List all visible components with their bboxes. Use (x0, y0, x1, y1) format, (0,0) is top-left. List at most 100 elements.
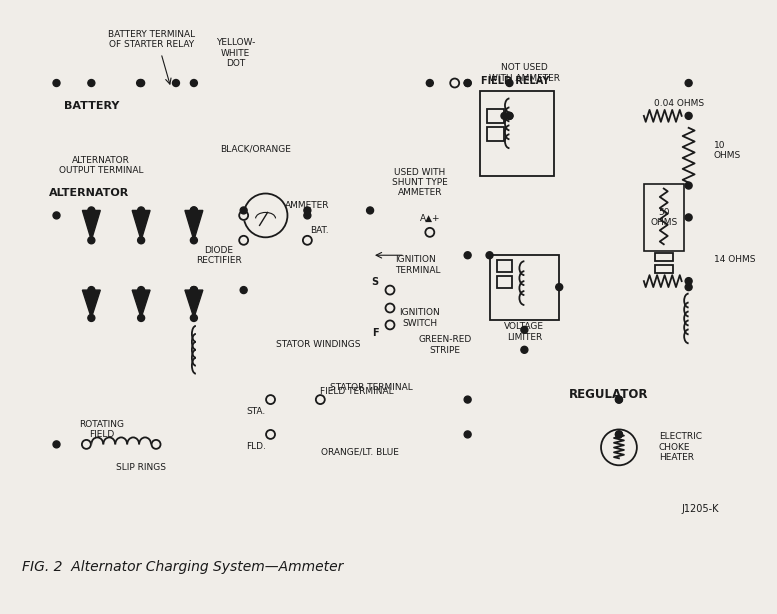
Text: ROTATING
FIELD: ROTATING FIELD (78, 420, 124, 439)
Text: REGULATOR: REGULATOR (570, 388, 649, 401)
Circle shape (53, 80, 60, 87)
Bar (497, 260, 513, 272)
Circle shape (239, 236, 248, 245)
Bar (490, 255, 559, 320)
Circle shape (244, 193, 287, 238)
Bar (655, 265, 673, 273)
Circle shape (240, 207, 247, 214)
Circle shape (88, 80, 95, 87)
Bar (37, 176, 320, 489)
Text: 0.04 OHMS: 0.04 OHMS (653, 99, 704, 109)
Circle shape (138, 237, 145, 244)
Circle shape (240, 287, 247, 293)
Text: VOLTAGE
LIMITER: VOLTAGE LIMITER (504, 322, 545, 341)
Circle shape (190, 287, 197, 293)
Text: BLACK/ORANGE: BLACK/ORANGE (220, 144, 291, 154)
Text: FLD.: FLD. (246, 442, 266, 451)
Circle shape (137, 80, 144, 87)
Circle shape (685, 112, 692, 119)
Polygon shape (132, 290, 150, 318)
Circle shape (685, 214, 692, 221)
Text: 50
OHMS: 50 OHMS (650, 208, 678, 227)
Text: BAT.: BAT. (310, 226, 329, 235)
Circle shape (303, 236, 312, 245)
Text: FIELD RELAY: FIELD RELAY (481, 76, 549, 86)
Circle shape (138, 207, 145, 214)
Circle shape (506, 112, 513, 119)
Circle shape (88, 287, 95, 293)
Circle shape (385, 303, 395, 313)
Circle shape (190, 207, 197, 214)
Bar (468, 56, 751, 489)
Text: F: F (371, 328, 378, 338)
Text: J1205-K: J1205-K (681, 504, 719, 514)
Text: STATOR TERMINAL: STATOR TERMINAL (330, 383, 413, 392)
Polygon shape (185, 211, 203, 240)
Text: SLIP RINGS: SLIP RINGS (116, 463, 166, 472)
Text: BATTERY TERMINAL
OF STARTER RELAY: BATTERY TERMINAL OF STARTER RELAY (107, 29, 195, 49)
Text: ORANGE/LT. BLUE: ORANGE/LT. BLUE (321, 448, 399, 457)
Text: BATTERY: BATTERY (64, 101, 119, 111)
Polygon shape (82, 290, 100, 318)
Circle shape (190, 237, 197, 244)
Polygon shape (132, 211, 150, 240)
Text: 14 OHMS: 14 OHMS (713, 255, 755, 264)
Text: AMMETER: AMMETER (285, 201, 329, 210)
Circle shape (239, 211, 248, 220)
Circle shape (266, 395, 275, 404)
Text: STA.: STA. (246, 407, 265, 416)
Circle shape (82, 440, 91, 449)
Circle shape (88, 314, 95, 322)
Circle shape (615, 431, 622, 438)
Circle shape (427, 80, 434, 87)
Bar (644, 184, 684, 251)
Circle shape (172, 80, 179, 87)
Text: ALTERNATOR: ALTERNATOR (49, 187, 130, 198)
Circle shape (385, 321, 395, 329)
Circle shape (367, 207, 374, 214)
Circle shape (521, 346, 528, 353)
Text: 10
OHMS: 10 OHMS (713, 141, 740, 160)
Circle shape (190, 80, 197, 87)
Circle shape (501, 112, 508, 119)
Circle shape (615, 431, 622, 438)
Text: A▲+: A▲+ (420, 214, 440, 223)
Circle shape (685, 284, 692, 290)
Circle shape (615, 396, 622, 403)
Circle shape (464, 431, 471, 438)
Circle shape (88, 207, 95, 214)
Circle shape (88, 237, 95, 244)
Circle shape (190, 287, 197, 293)
Circle shape (464, 80, 471, 87)
Circle shape (152, 440, 161, 449)
Text: S: S (371, 277, 378, 287)
Text: ELECTRIC
CHOKE
HEATER: ELECTRIC CHOKE HEATER (659, 432, 702, 462)
Circle shape (685, 278, 692, 285)
Circle shape (556, 284, 563, 290)
Circle shape (506, 80, 513, 87)
Circle shape (685, 182, 692, 189)
Circle shape (464, 252, 471, 258)
Circle shape (304, 212, 311, 219)
Circle shape (138, 80, 145, 87)
Bar (497, 276, 513, 288)
Circle shape (425, 228, 434, 237)
Circle shape (190, 287, 197, 293)
Text: NOT USED
WITH AMMETER: NOT USED WITH AMMETER (489, 63, 560, 83)
Bar (655, 253, 673, 261)
Bar (486, 109, 504, 123)
Text: STATOR WINDINGS: STATOR WINDINGS (276, 340, 360, 349)
Text: DIODE
RECTIFIER: DIODE RECTIFIER (196, 246, 242, 265)
Circle shape (464, 80, 471, 87)
Text: GREEN-RED
STRIPE: GREEN-RED STRIPE (418, 335, 472, 354)
Bar (486, 127, 504, 141)
Circle shape (315, 395, 325, 404)
Circle shape (601, 429, 637, 465)
Text: IGNITION
TERMINAL: IGNITION TERMINAL (395, 255, 441, 275)
Circle shape (521, 327, 528, 333)
Polygon shape (185, 290, 203, 318)
Circle shape (450, 79, 459, 88)
Text: FIELD TERMINAL: FIELD TERMINAL (320, 387, 394, 396)
Circle shape (506, 112, 513, 119)
Circle shape (53, 212, 60, 219)
